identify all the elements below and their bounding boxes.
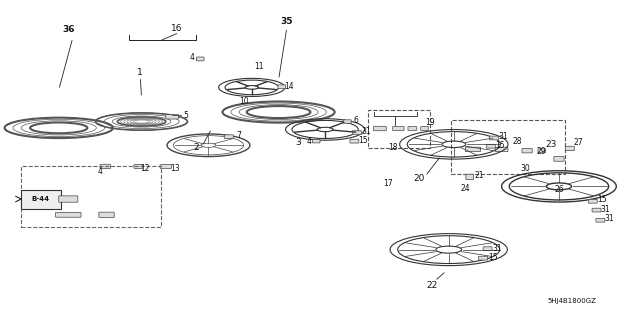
Text: 10: 10	[239, 97, 248, 107]
FancyBboxPatch shape	[196, 57, 204, 61]
FancyBboxPatch shape	[565, 146, 574, 151]
Bar	[20, 166, 161, 227]
Text: 16: 16	[171, 24, 182, 33]
Text: 24: 24	[460, 184, 470, 193]
FancyBboxPatch shape	[588, 199, 597, 203]
FancyBboxPatch shape	[420, 127, 428, 130]
Text: 4: 4	[307, 137, 312, 146]
FancyBboxPatch shape	[408, 127, 417, 130]
FancyBboxPatch shape	[278, 85, 285, 89]
Text: 4: 4	[190, 53, 195, 62]
Text: 1: 1	[138, 68, 143, 77]
FancyBboxPatch shape	[160, 165, 172, 168]
FancyBboxPatch shape	[312, 139, 320, 143]
Text: 31: 31	[361, 127, 371, 136]
Text: 21: 21	[474, 171, 484, 180]
FancyBboxPatch shape	[486, 144, 495, 148]
FancyBboxPatch shape	[483, 247, 492, 250]
Text: 31: 31	[605, 214, 614, 223]
Text: 26: 26	[555, 185, 564, 194]
Text: 30: 30	[520, 164, 530, 173]
FancyBboxPatch shape	[479, 256, 488, 260]
Bar	[451, 120, 565, 174]
Text: 36: 36	[62, 25, 74, 34]
FancyBboxPatch shape	[465, 147, 481, 152]
Text: 18: 18	[388, 143, 397, 152]
FancyBboxPatch shape	[56, 212, 81, 217]
Text: 3: 3	[295, 137, 301, 147]
FancyBboxPatch shape	[596, 218, 605, 222]
FancyBboxPatch shape	[495, 147, 508, 152]
Text: 15: 15	[488, 253, 498, 262]
Text: 29: 29	[537, 147, 547, 156]
FancyBboxPatch shape	[393, 127, 404, 130]
Text: 11: 11	[254, 62, 264, 71]
FancyBboxPatch shape	[21, 189, 61, 209]
Text: 7: 7	[237, 131, 241, 140]
Text: B-44: B-44	[32, 196, 50, 202]
Text: 17: 17	[383, 179, 392, 188]
Text: 31: 31	[492, 243, 502, 253]
FancyBboxPatch shape	[554, 157, 564, 161]
FancyBboxPatch shape	[592, 208, 601, 212]
Text: 5HJ4B1800GZ: 5HJ4B1800GZ	[547, 298, 596, 304]
FancyBboxPatch shape	[100, 164, 110, 169]
FancyBboxPatch shape	[490, 136, 499, 140]
FancyBboxPatch shape	[99, 212, 114, 218]
FancyBboxPatch shape	[353, 131, 362, 135]
FancyBboxPatch shape	[225, 135, 234, 139]
Text: 6: 6	[353, 116, 358, 125]
Text: 23: 23	[545, 140, 556, 149]
FancyBboxPatch shape	[466, 174, 474, 180]
Text: 15: 15	[358, 136, 368, 145]
FancyBboxPatch shape	[134, 165, 143, 168]
FancyBboxPatch shape	[538, 149, 545, 152]
Text: 13: 13	[170, 164, 180, 173]
Text: 28: 28	[513, 137, 522, 146]
Text: 4: 4	[98, 167, 102, 176]
FancyBboxPatch shape	[350, 139, 359, 143]
Text: 5: 5	[183, 111, 188, 120]
FancyBboxPatch shape	[344, 120, 351, 123]
Text: 35: 35	[280, 18, 293, 26]
Text: 12: 12	[140, 164, 150, 173]
FancyBboxPatch shape	[59, 196, 78, 202]
Text: 22: 22	[426, 281, 437, 290]
Text: 27: 27	[573, 137, 583, 147]
FancyBboxPatch shape	[522, 148, 532, 153]
Text: 14: 14	[285, 82, 294, 91]
FancyBboxPatch shape	[374, 126, 387, 131]
Text: 19: 19	[425, 118, 435, 127]
Text: 15: 15	[495, 141, 504, 150]
Text: 31: 31	[601, 205, 611, 214]
Text: 2: 2	[193, 143, 198, 152]
FancyBboxPatch shape	[166, 115, 179, 119]
Text: 20: 20	[413, 174, 424, 183]
Text: 31: 31	[498, 132, 508, 141]
Text: 15: 15	[597, 196, 607, 204]
Bar	[368, 110, 430, 148]
